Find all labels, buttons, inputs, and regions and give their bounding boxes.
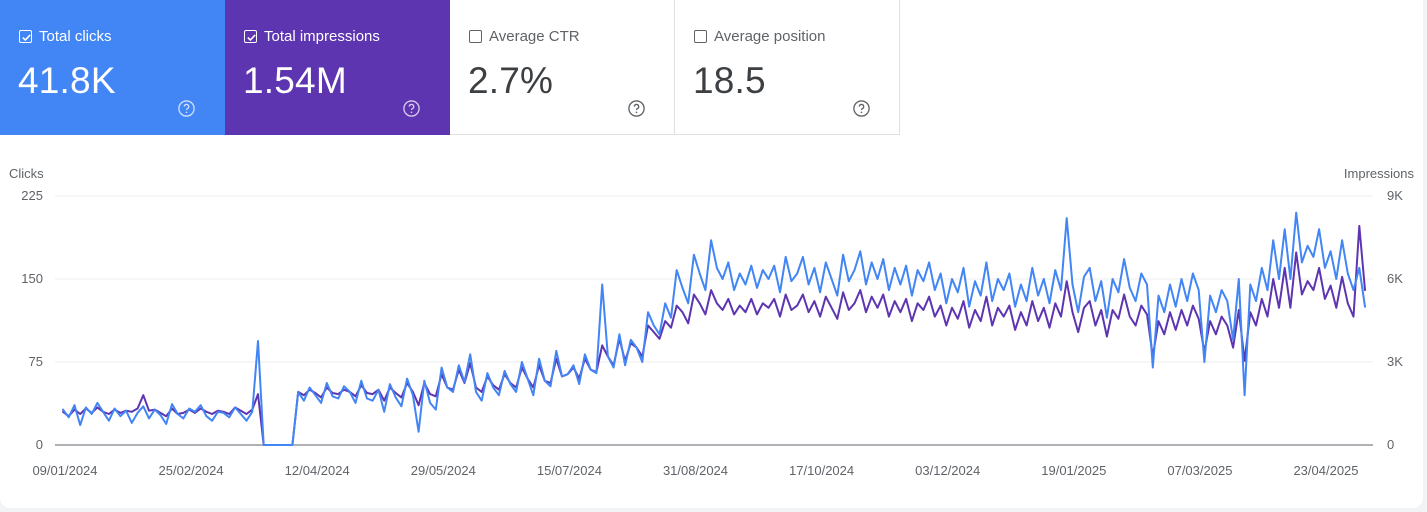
total-clicks-value: 41.8K — [18, 60, 116, 101]
average-position-card[interactable]: Average position 18.5 — [675, 0, 900, 135]
help-circle-icon[interactable] — [177, 99, 196, 118]
checkbox-checked-icon[interactable] — [244, 30, 257, 43]
left-tick-label: 225 — [21, 188, 43, 203]
metric-cards: Total clicks 41.8K Total impressions 1.5… — [0, 0, 900, 135]
help-circle-icon[interactable] — [402, 99, 421, 118]
total-impressions-card[interactable]: Total impressions 1.54M — [225, 0, 450, 135]
total-clicks-card[interactable]: Total clicks 41.8K — [0, 0, 225, 135]
x-tick-label: 17/10/2024 — [789, 463, 854, 478]
right-tick-label: 3K — [1387, 354, 1403, 369]
total-impressions-value: 1.54M — [243, 60, 347, 101]
checkbox-checked-icon[interactable] — [19, 30, 32, 43]
x-tick-label: 07/03/2025 — [1167, 463, 1232, 478]
x-tick-label: 25/02/2024 — [159, 463, 224, 478]
average-position-label: Average position — [714, 28, 826, 45]
right-tick-label: 9K — [1387, 188, 1403, 203]
total-clicks-label: Total clicks — [39, 28, 112, 45]
checkbox-unchecked-icon[interactable] — [694, 30, 707, 43]
total-impressions-header: Total impressions — [244, 28, 380, 45]
x-tick-label: 19/01/2025 — [1041, 463, 1106, 478]
x-tick-label: 15/07/2024 — [537, 463, 602, 478]
average-ctr-header: Average CTR — [469, 28, 580, 45]
average-position-value: 18.5 — [693, 60, 766, 101]
x-tick-label: 31/08/2024 — [663, 463, 728, 478]
x-tick-label: 09/01/2024 — [32, 463, 97, 478]
average-position-header: Average position — [694, 28, 825, 45]
left-tick-label: 75 — [29, 354, 43, 369]
left-tick-label: 0 — [36, 437, 43, 452]
checkbox-unchecked-icon[interactable] — [469, 30, 482, 43]
performance-chart[interactable]: 0 0 75 3K 150 6K 225 9K 09/01/2024 25/02/2024 12/0… — [0, 180, 1423, 485]
total-clicks-header: Total clicks — [19, 28, 112, 45]
x-tick-label: 12/04/2024 — [285, 463, 350, 478]
left-axis-title: Clicks — [9, 166, 44, 181]
total-impressions-label: Total impressions — [264, 28, 380, 45]
right-tick-label: 6K — [1387, 271, 1403, 286]
help-circle-icon[interactable] — [852, 99, 871, 118]
average-ctr-value: 2.7% — [468, 60, 554, 101]
left-tick-label: 150 — [21, 271, 43, 286]
x-tick-label: 03/12/2024 — [915, 463, 980, 478]
x-tick-label: 29/05/2024 — [411, 463, 476, 478]
help-circle-icon[interactable] — [627, 99, 646, 118]
clicks-series-line — [62, 211, 1366, 446]
x-tick-label: 23/04/2025 — [1293, 463, 1358, 478]
average-ctr-card[interactable]: Average CTR 2.7% — [450, 0, 675, 135]
average-ctr-label: Average CTR — [489, 28, 580, 45]
right-tick-label: 0 — [1387, 437, 1394, 452]
right-axis-title: Impressions — [1343, 166, 1414, 181]
